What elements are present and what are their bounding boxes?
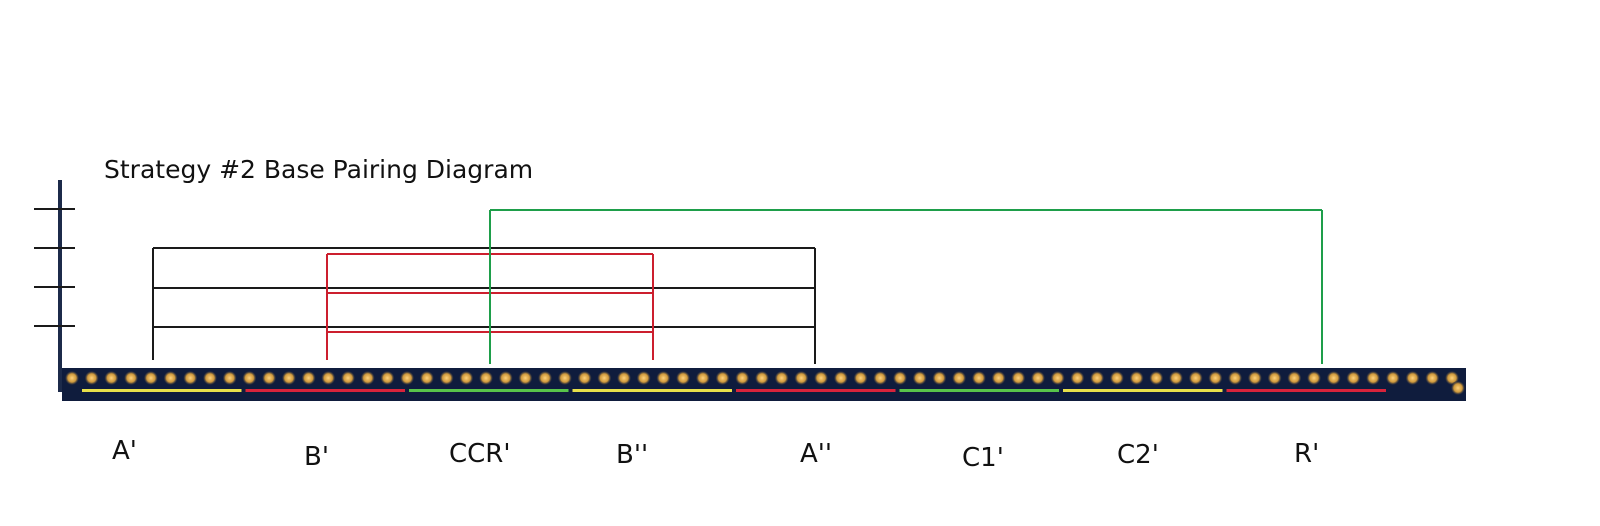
segment-label: B'' [616,440,648,470]
segment-label: R' [1294,439,1319,469]
bead [321,371,336,385]
bead [400,371,415,385]
bead [912,371,927,385]
bead [1326,371,1341,385]
bead [360,371,375,385]
bead [301,371,316,385]
segment-label: CCR' [449,439,511,469]
bead [65,371,79,385]
segment-bar [899,389,1059,392]
bead [1011,371,1026,385]
bead [735,371,750,385]
bead [163,371,178,385]
diagram-title: Strategy #2 Base Pairing Diagram [104,155,533,184]
bead [1307,371,1321,385]
bead [183,371,198,385]
bead [794,371,809,385]
segment-bar [82,389,242,392]
bead [498,371,513,385]
bead [1385,371,1400,385]
bead [1129,371,1144,385]
bead [439,371,454,385]
bead [459,371,474,385]
bead [1031,371,1045,385]
bead [873,371,888,385]
bead [242,371,257,385]
bead [656,371,671,385]
segment-bar [1226,389,1386,392]
bead [262,371,277,385]
bead [1366,371,1381,385]
strand [62,368,1466,401]
bead [597,371,612,385]
bead [893,371,907,385]
bead [518,371,533,385]
bead [124,371,139,385]
bead [557,371,572,385]
bead [636,371,651,385]
bead [1346,371,1361,385]
bead [774,371,789,385]
bead [203,371,217,385]
segment-bar [245,389,405,392]
bead [479,371,493,385]
segment-label: C1' [962,443,1004,473]
terminal-bead [1451,381,1465,395]
segment-label: C2' [1117,440,1159,470]
bead [676,371,691,385]
bead [577,371,592,385]
segment-bar [1063,389,1223,392]
bead [695,371,710,385]
bead [1208,371,1223,385]
segment-labels: A' B' CCR' B'' A'' C1' C2' R' [112,436,1319,473]
segment-bar [736,389,896,392]
bead [1090,371,1105,385]
axis-ticks [34,208,75,327]
bead [341,371,355,385]
bead [952,371,967,385]
segment-label: A' [112,436,137,466]
bead [222,371,237,385]
bead [755,371,769,385]
bead [853,371,868,385]
segment-bars [82,389,1386,392]
bead [1070,371,1085,385]
bead [104,371,119,385]
bead [1109,371,1124,385]
bead [380,371,395,385]
bead [1169,371,1183,385]
segment-bar [572,389,732,392]
bead [1267,371,1282,385]
bead [991,371,1006,385]
bead [281,371,296,385]
bead [1228,371,1243,385]
bead-row [65,371,1465,395]
bead [715,371,730,385]
segment-label: A'' [800,439,832,469]
pairing-bracket-green [489,209,1323,364]
segment-bar [409,389,569,392]
bead [538,371,553,385]
bead [971,371,986,385]
bead [833,371,848,385]
bead [617,371,631,385]
bead [814,371,829,385]
bead [932,371,947,385]
bead [143,371,158,385]
bead [1405,371,1420,385]
segment-label: B' [304,442,329,472]
bead [1149,371,1164,385]
pairing-brackets-black [152,247,816,364]
bead [1287,371,1302,385]
bead [84,371,99,385]
bead [419,371,434,385]
bead [1425,371,1440,385]
bead [1188,371,1203,385]
bead [1247,371,1262,385]
bead [1050,371,1065,385]
